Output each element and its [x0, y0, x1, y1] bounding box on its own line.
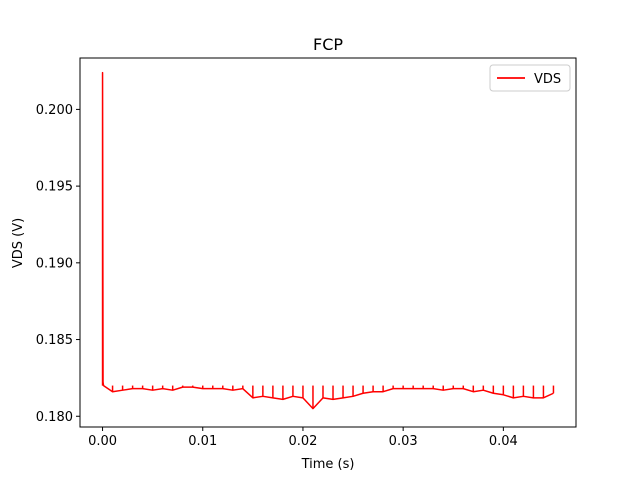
x-tick-label-2: 0.02: [288, 434, 317, 449]
plot-area: 0.00 0.01 0.02 0.03 0.04 0.180 0.185 0.190 0.195…: [36, 57, 577, 449]
x-tick-label-3: 0.03: [389, 434, 418, 449]
x-tick-label-0: 0.00: [88, 434, 117, 449]
legend: VDS: [489, 64, 571, 92]
x-tick-label-1: 0.01: [188, 434, 217, 449]
x-axis-label: Time (s): [301, 457, 355, 472]
legend-box: [489, 64, 571, 92]
y-tick-label-3: 0.195: [36, 180, 73, 195]
axes-frame: [79, 57, 577, 428]
y-tick-label-4: 0.200: [36, 103, 73, 118]
y-tick-label-0: 0.180: [36, 410, 73, 425]
x-tick-label-4: 0.04: [489, 434, 518, 449]
y-tick-label-1: 0.185: [36, 333, 73, 348]
y-axis-label: VDS (V): [11, 218, 26, 268]
y-tick-label-2: 0.190: [36, 256, 73, 271]
chart-title: FCP: [313, 35, 343, 54]
legend-label-vds: VDS: [534, 72, 561, 87]
